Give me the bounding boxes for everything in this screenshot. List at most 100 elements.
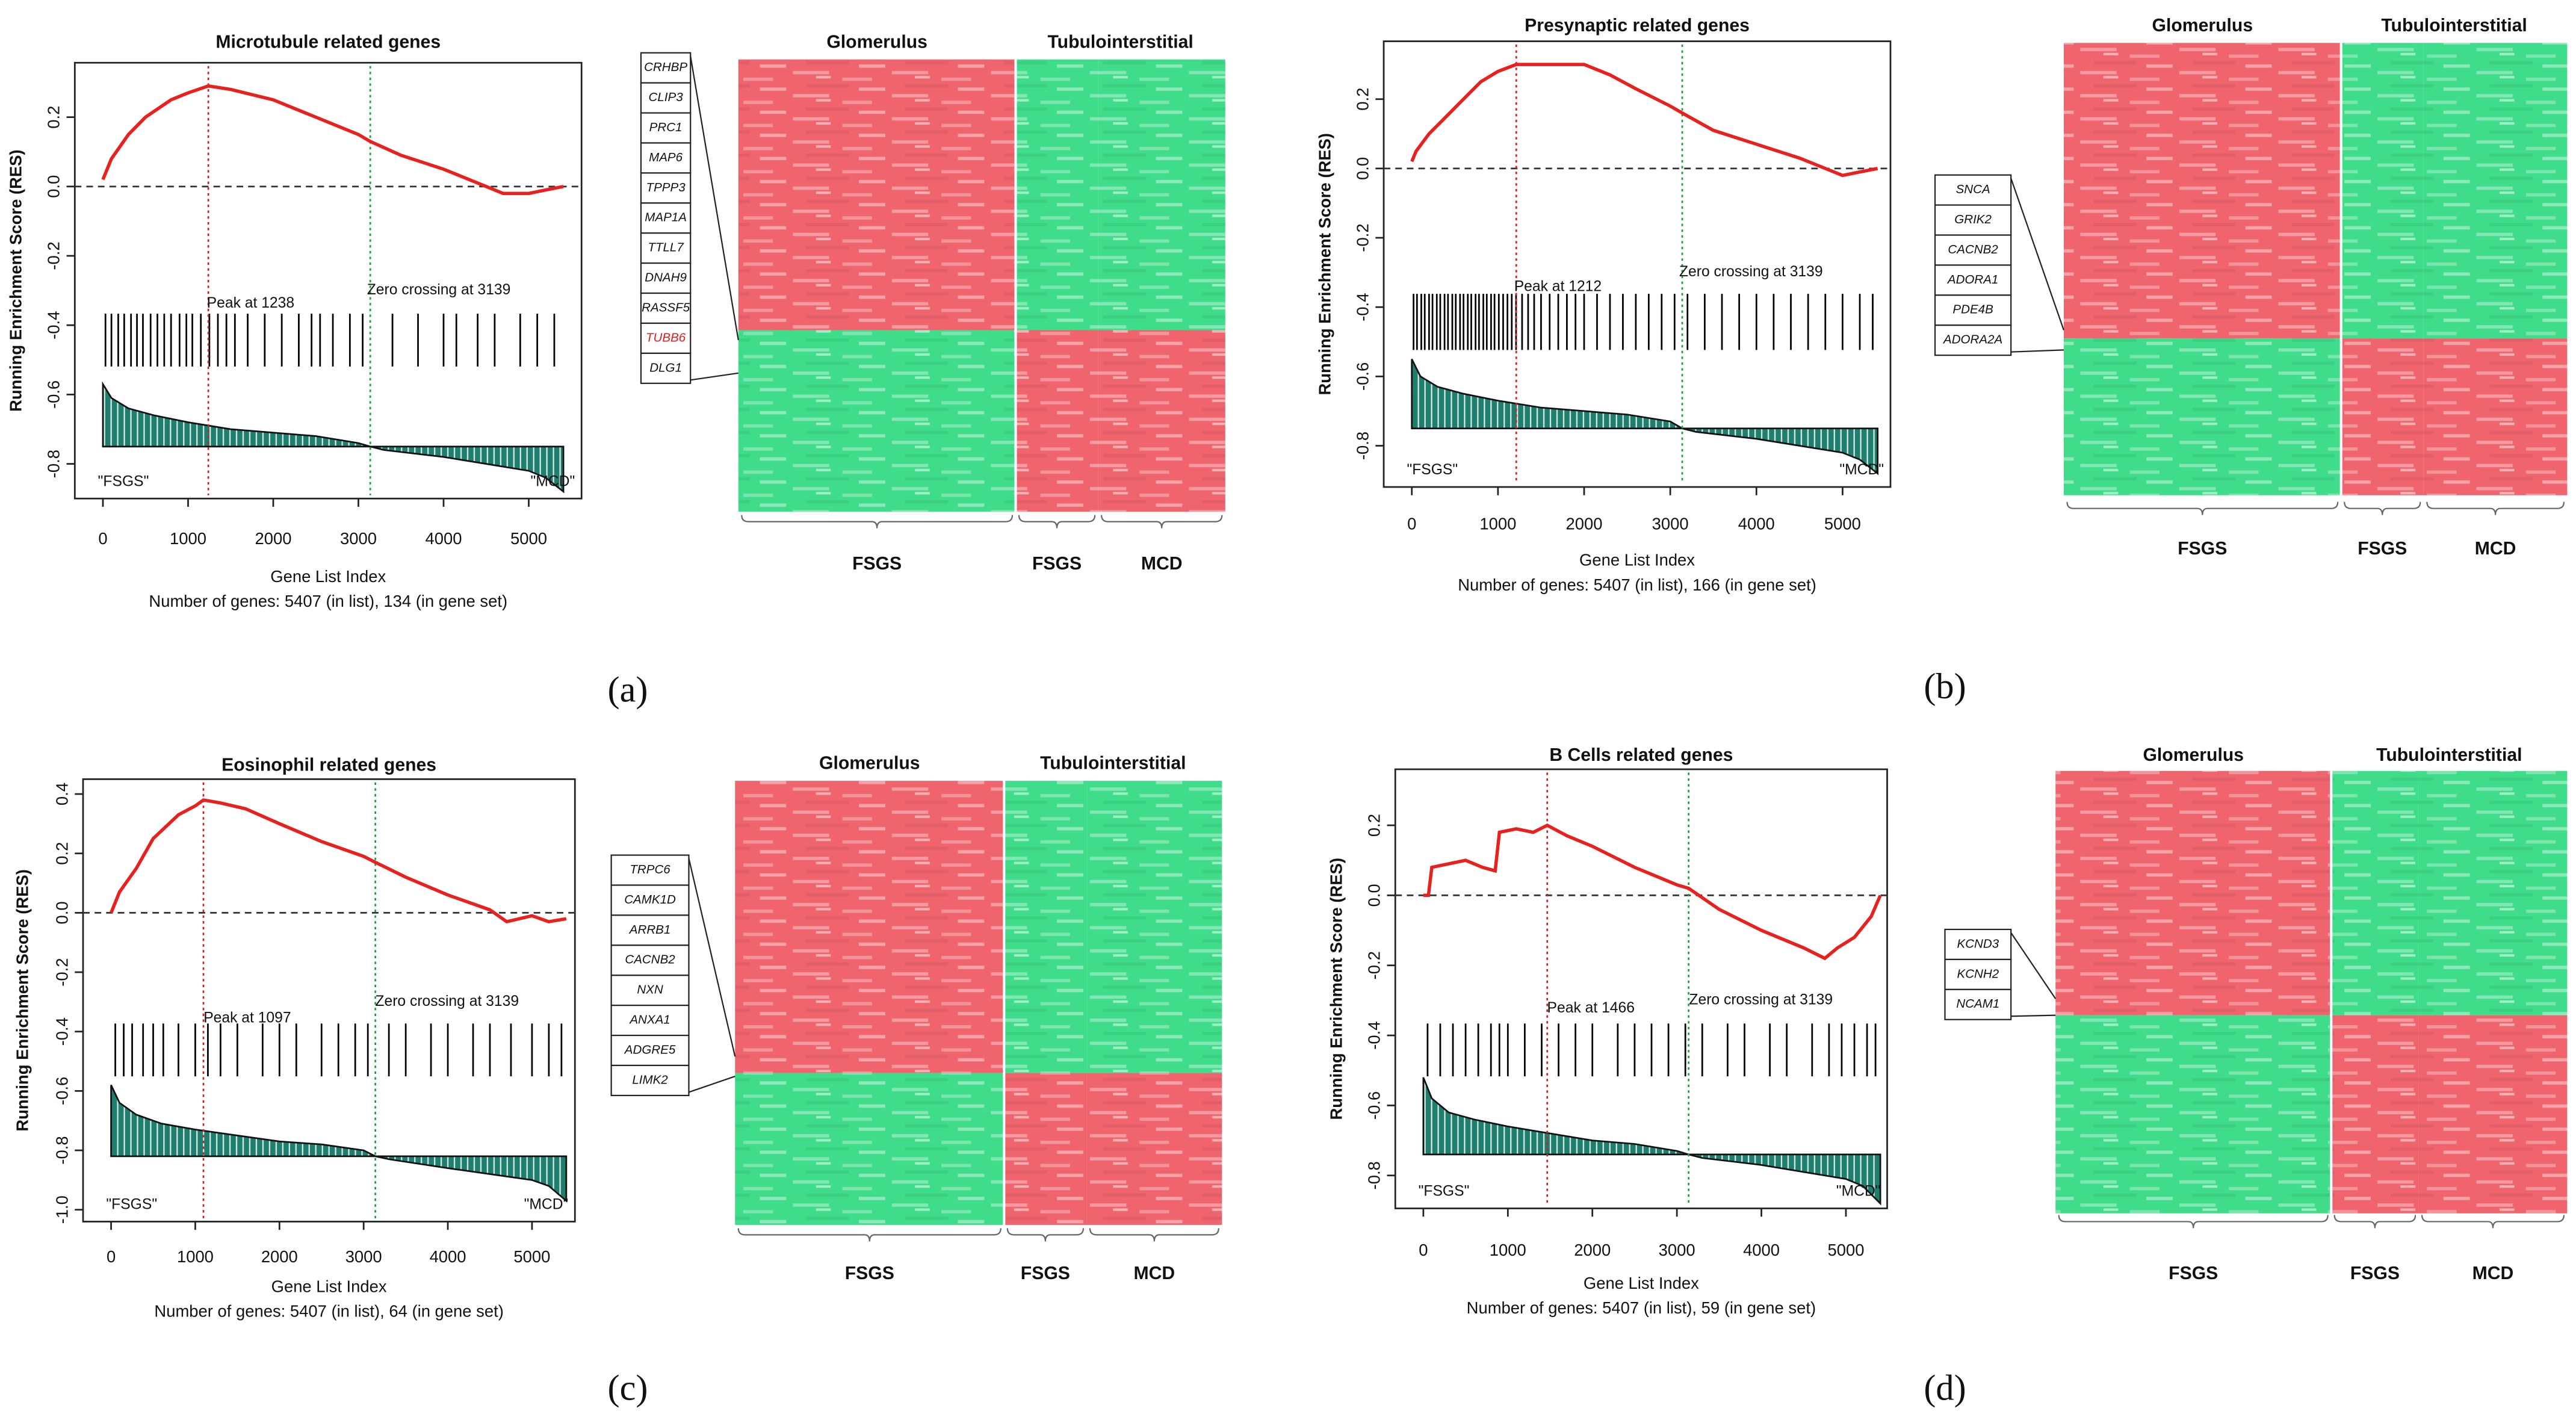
y-tick-label: -0.4 — [52, 1017, 71, 1046]
column-bracket — [1006, 1228, 1085, 1242]
gene-label: TRPC6 — [630, 863, 670, 876]
gene-label: PRC1 — [649, 120, 683, 134]
x-axis-label: Gene List Index — [1584, 1274, 1699, 1292]
gene-box — [640, 262, 692, 294]
column-bracket — [2426, 501, 2565, 515]
group-header: Tubulointerstitial — [1040, 754, 1186, 774]
gene-label: DLG1 — [649, 361, 682, 374]
gene-label: TTLL7 — [648, 241, 684, 255]
column-bracket — [2058, 1215, 2329, 1229]
gene-label: TUBB6 — [646, 330, 686, 344]
gene-label: ARRB1 — [628, 923, 671, 937]
gene-label: ADORA2A — [1942, 333, 2002, 347]
group-header: Glomerulus — [819, 754, 920, 774]
y-tick-label: 0.2 — [52, 842, 71, 865]
x-tick-label: 2000 — [261, 1247, 298, 1266]
gene-box — [1934, 174, 2012, 206]
column-label: MCD — [2472, 1263, 2514, 1283]
group-header: Glomerulus — [826, 32, 927, 52]
y-tick-label: -0.2 — [52, 958, 71, 986]
gene-label: KCND3 — [1957, 937, 1999, 950]
gene-box — [610, 884, 690, 916]
gene-box — [1934, 294, 2012, 326]
y-tick-label: 0.2 — [1353, 88, 1372, 111]
column-label: FSGS — [1032, 554, 1082, 574]
heatmap-texture — [738, 59, 1225, 512]
y-tick-label: -0.6 — [45, 380, 63, 409]
connector — [690, 372, 738, 381]
gene-label: PDE4B — [1952, 303, 1993, 317]
gene-box — [640, 232, 692, 264]
y-axis-label: Running Enrichment Score (RES) — [1315, 133, 1334, 395]
gene-box — [640, 82, 692, 114]
chart-title: B Cells related genes — [1549, 745, 1733, 765]
gene-label: CRHBP — [644, 60, 687, 74]
plot-frame — [1382, 40, 1892, 488]
panel-label: (d) — [1924, 1368, 1966, 1409]
gene-box — [610, 1034, 690, 1067]
column-bracket — [2421, 1215, 2565, 1229]
group-header: Glomerulus — [2152, 16, 2253, 36]
y-axis-label: Running Enrichment Score (RES) — [1327, 858, 1346, 1120]
heatmap-texture — [2055, 770, 2568, 1214]
x-tick-label: 4000 — [1743, 1241, 1780, 1259]
column-label: MCD — [1141, 554, 1183, 574]
gene-label: CACNB2 — [1948, 243, 1998, 256]
column-bracket — [741, 515, 1014, 529]
connector — [690, 56, 739, 341]
column-label: FSGS — [2350, 1263, 2400, 1283]
enrichment-curve — [1423, 823, 1882, 961]
x-tick-label: 4000 — [426, 529, 462, 548]
column-label: FSGS — [2169, 1263, 2218, 1283]
caption: Number of genes: 5407 (in list), 166 (in… — [1458, 575, 1816, 594]
peak-label: Peak at 1238 — [207, 295, 294, 311]
y-tick-label: 0.2 — [1365, 814, 1384, 837]
y-tick-label: -0.6 — [1353, 362, 1372, 391]
column-label: MCD — [1134, 1263, 1175, 1283]
y-tick-label: 0.0 — [1353, 157, 1372, 180]
gene-label: ADGRE5 — [624, 1043, 676, 1056]
column-label: FSGS — [845, 1263, 894, 1283]
y-tick-label: -0.8 — [1353, 432, 1372, 460]
column-label: FSGS — [1021, 1263, 1070, 1283]
ranked-metric-area — [1422, 1077, 1881, 1206]
y-tick-label: 0.0 — [45, 175, 63, 198]
gene-box — [640, 322, 692, 354]
gene-box — [1934, 324, 2012, 356]
end-label: "MCD" — [1839, 462, 1884, 478]
connector — [2011, 1014, 2056, 1017]
column-label: MCD — [2475, 539, 2516, 559]
gene-box — [1934, 264, 2012, 296]
connector — [688, 858, 736, 1057]
plot-frame — [82, 778, 576, 1223]
x-tick-label: 3000 — [1659, 1241, 1695, 1259]
gene-label: RASSF5 — [642, 300, 690, 314]
peak-label: Peak at 1466 — [1547, 1000, 1635, 1016]
chart-title: Eosinophil related genes — [221, 755, 436, 775]
end-label: "MCD" — [1836, 1183, 1881, 1200]
gene-label: NXN — [637, 983, 663, 997]
zero-crossing-label: Zero crossing at 3139 — [1679, 264, 1823, 280]
y-tick-label: -0.4 — [45, 311, 63, 339]
y-tick-label: -0.4 — [1365, 1021, 1384, 1049]
gene-label: NCAM1 — [1956, 997, 1999, 1011]
plot-frame — [73, 61, 583, 500]
column-bracket — [2066, 501, 2339, 515]
gene-box — [640, 352, 692, 384]
gene-box — [610, 1064, 690, 1096]
gene-label: ANXA1 — [628, 1013, 670, 1027]
zero-crossing-label: Zero crossing at 3139 — [375, 993, 519, 1009]
end-label: "MCD" — [524, 1197, 569, 1213]
connector — [689, 1076, 735, 1093]
y-tick-label: -1.0 — [52, 1195, 71, 1224]
connector — [2011, 349, 2064, 353]
y-tick-label: 0.0 — [52, 901, 71, 924]
gene-label: KCNH2 — [1957, 967, 1999, 981]
gene-box — [640, 172, 692, 204]
y-tick-label: -0.8 — [45, 450, 63, 478]
gene-box — [610, 1005, 690, 1037]
x-tick-label: 5000 — [513, 1247, 550, 1266]
caption: Number of genes: 5407 (in list), 134 (in… — [149, 592, 507, 610]
gene-label: MAP1A — [645, 211, 687, 225]
